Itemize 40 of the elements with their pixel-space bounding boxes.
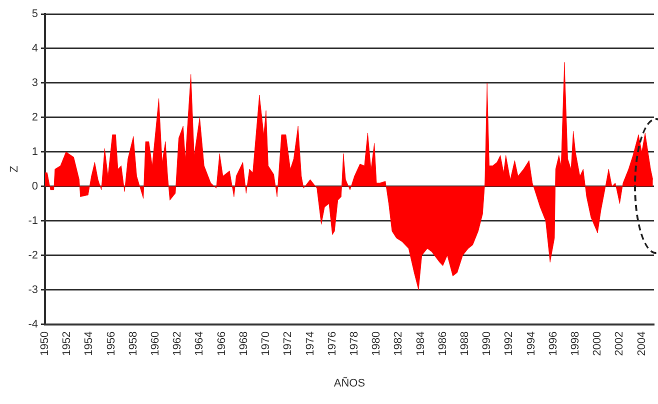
x-tick-label: 1994: [525, 331, 538, 356]
x-tick-label: 1954: [83, 331, 96, 356]
x-tick-label: 1972: [282, 331, 294, 356]
x-tick-label: 1970: [260, 331, 272, 356]
x-tick-label: 2004: [636, 331, 648, 356]
x-tick-label: 1986: [436, 331, 449, 356]
y-tick-label: -4: [28, 318, 38, 330]
y-axis-title: Z: [8, 166, 21, 173]
x-tick-label: 1950: [39, 331, 52, 356]
y-tick-label: 1: [32, 146, 38, 158]
x-axis-title: AÑOS: [334, 376, 366, 390]
x-tick-label: 1980: [370, 331, 383, 356]
x-tick-label: 1982: [392, 331, 405, 356]
y-tick-label: -1: [28, 214, 38, 227]
x-tick-label: 1984: [414, 331, 427, 356]
y-tick-label: 3: [32, 76, 38, 89]
x-tick-label: 2002: [614, 331, 626, 356]
x-tick-label: 1966: [216, 331, 228, 356]
x-tick-label: 1998: [570, 331, 582, 356]
x-tick-label: 1958: [127, 331, 140, 356]
x-tick-label: 1960: [150, 331, 162, 356]
x-tick-label: 1962: [172, 331, 184, 356]
x-tick-label: 1996: [547, 331, 560, 356]
x-tick-label: 1992: [503, 331, 516, 356]
x-tick-label: 1978: [348, 331, 360, 356]
x-tick-label: 1974: [304, 331, 316, 356]
x-tick-label: 1964: [194, 331, 206, 356]
x-tick-label: 1956: [105, 331, 118, 356]
y-tick-label: 4: [32, 42, 38, 55]
x-tick-label: 1988: [458, 331, 471, 356]
x-tick-label: 2000: [592, 331, 604, 356]
x-tick-label: 1968: [238, 331, 250, 356]
y-tick-label: -3: [28, 284, 38, 296]
y-tick-label: -2: [28, 249, 38, 262]
x-tick-label: 1990: [481, 331, 494, 356]
x-tick-label: 1952: [61, 331, 74, 356]
y-tick-label: 2: [32, 111, 38, 124]
y-tick-label: 5: [32, 8, 38, 20]
y-tick-label: 0: [32, 180, 38, 192]
x-tick-label: 1976: [326, 331, 338, 356]
